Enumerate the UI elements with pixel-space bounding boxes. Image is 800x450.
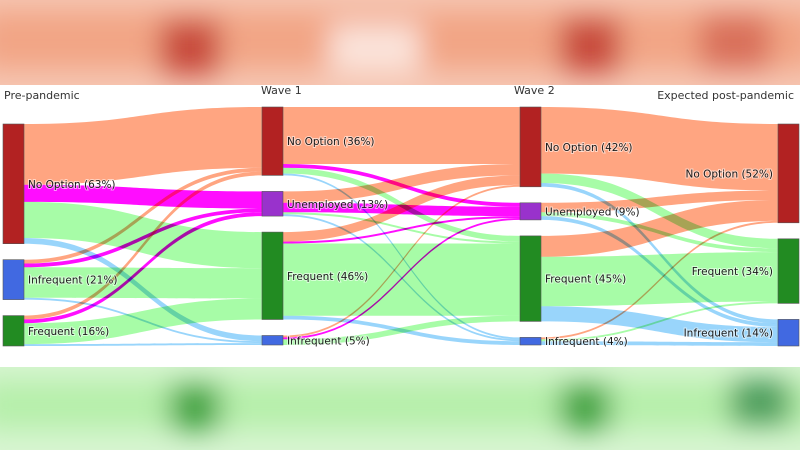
link-s1_fr-to-s2_fr: [283, 243, 520, 316]
stage-label-pre-pandemic: Pre-pandemic: [4, 89, 80, 102]
node-s1_no: [261, 106, 284, 176]
link-s1_no-to-s2_no: [283, 107, 520, 164]
link-s1_inf-to-s2_un: [283, 218, 520, 340]
link-s2_no-to-s3_inf: [541, 183, 778, 324]
link-s0_inf-to-s1_inf: [24, 297, 262, 344]
link-s1_un-to-s2_un: [283, 202, 520, 217]
node-label-s3_no: No Option (52%): [685, 168, 773, 180]
link-s2_inf-to-s3_inf: [541, 341, 778, 346]
link-s2_no-to-s3_no: [541, 107, 778, 191]
node-s2_inf: [519, 337, 542, 346]
link-s0_fr-to-s1_un: [24, 212, 262, 324]
link-s1_un-to-s2_no: [283, 164, 520, 203]
sankey-node-labels: No Option (63%) Infrequent (21%) Frequent …: [27, 135, 774, 349]
node-s3_no: [777, 123, 800, 224]
node-s2_no: [519, 106, 542, 188]
node-label-s1_inf: Infrequent (5%): [287, 335, 370, 347]
node-label-s1_no: No Option (36%): [287, 136, 375, 148]
link-s0_fr-to-s1_no: [24, 171, 262, 320]
node-label-s2_un: Unemployed (9%): [545, 206, 640, 218]
stage-labels: Pre-pandemic Wave 1 Wave 2 Expected post…: [4, 84, 794, 102]
node-s0_inf: [2, 259, 25, 300]
node-label-s3_fr: Frequent (34%): [692, 266, 773, 278]
link-s2_un-to-s3_no: [541, 190, 778, 213]
node-s1_un: [261, 191, 284, 217]
link-s0_no-to-s1_un: [24, 184, 262, 209]
stage-label-wave-2: Wave 2: [514, 84, 555, 97]
backdrop-bottom-band: [0, 367, 800, 450]
node-label-s2_inf: Infrequent (4%): [545, 336, 628, 348]
node-label-s2_no: No Option (42%): [545, 142, 633, 154]
link-s1_inf-to-s2_no: [283, 184, 520, 338]
backdrop-top-band: [0, 0, 800, 85]
node-s2_fr: [519, 235, 542, 322]
link-s0_no-to-s1_no: [24, 107, 262, 185]
link-s2_fr-to-s3_no: [541, 200, 778, 257]
link-s1_no-to-s2_un: [283, 164, 520, 207]
link-s0_fr-to-s1_inf: [24, 343, 262, 346]
stage-label-expected-post-pandemic: Expected post-pandemic: [657, 89, 794, 102]
node-s0_no: [2, 123, 25, 244]
node-s3_fr: [777, 238, 800, 304]
node-label-s1_un: Unemployed (13%): [287, 199, 388, 211]
link-s0_no-to-s1_fr: [24, 201, 262, 269]
node-label-s3_inf: Infrequent (14%): [684, 328, 773, 340]
node-label-s2_fr: Frequent (45%): [545, 274, 626, 286]
link-s1_no-to-s2_inf: [283, 173, 520, 340]
stage-label-wave-1: Wave 1: [261, 84, 302, 97]
link-s1_un-to-s2_fr: [283, 212, 520, 244]
link-s0_inf-to-s1_un: [24, 208, 262, 268]
link-s0_inf-to-s1_fr: [24, 267, 262, 299]
link-s1_fr-to-s2_inf: [283, 315, 520, 345]
node-s0_fr: [2, 315, 25, 347]
node-label-s1_fr: Frequent (46%): [287, 271, 368, 283]
link-s0_inf-to-s1_no: [24, 167, 262, 264]
link-s2_inf-to-s3_no: [541, 220, 778, 340]
node-label-s0_inf: Infrequent (21%): [28, 275, 117, 287]
link-s2_fr-to-s3_inf: [541, 306, 778, 343]
node-label-s0_no: No Option (63%): [28, 179, 116, 191]
node-s3_inf: [777, 319, 800, 347]
sankey-links: [24, 107, 778, 346]
link-s1_fr-to-s2_un: [283, 216, 520, 244]
link-s2_no-to-s3_fr: [541, 173, 778, 249]
node-label-s0_fr: Frequent (16%): [28, 326, 109, 338]
sankey-nodes: [2, 106, 800, 347]
node-s1_inf: [261, 335, 284, 346]
link-s0_no-to-s1_inf: [24, 238, 262, 342]
link-s2_un-to-s3_inf: [541, 216, 778, 327]
node-s2_un: [519, 202, 542, 221]
node-s1_fr: [261, 231, 284, 320]
